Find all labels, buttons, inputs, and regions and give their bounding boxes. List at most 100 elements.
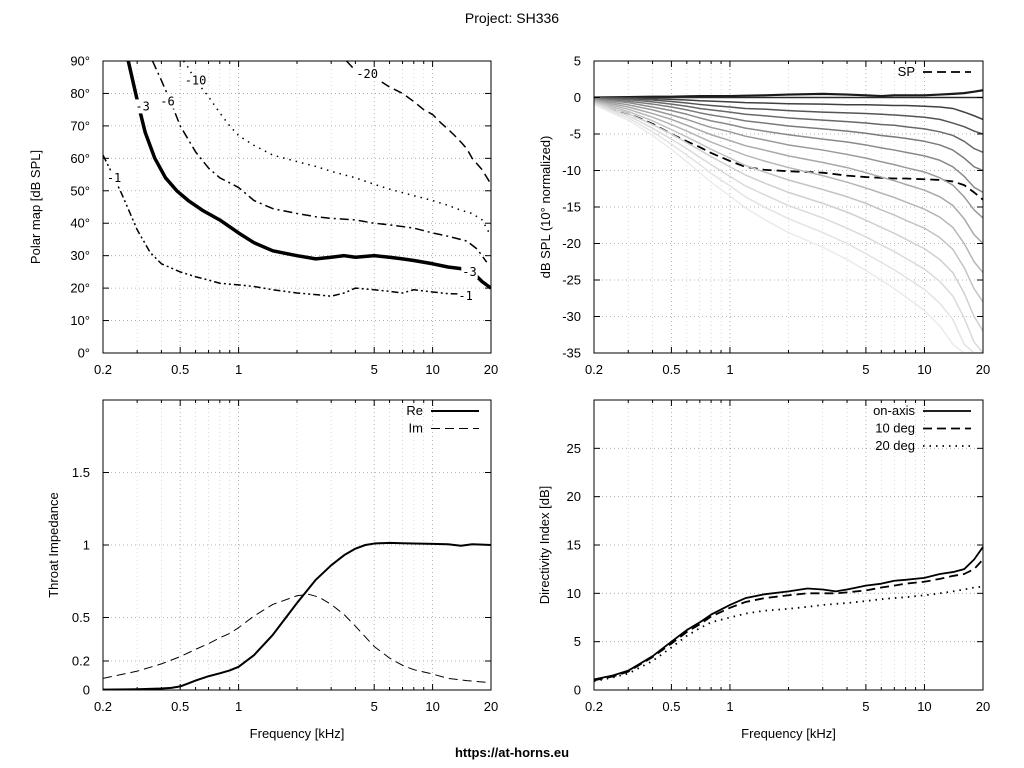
legend-label: 20 deg <box>875 438 915 453</box>
y-tick-label: 0.2 <box>72 654 90 669</box>
y-tick-label: -35 <box>562 346 581 361</box>
x-tick-label: 0.5 <box>171 699 189 714</box>
series-line-angle-9 <box>594 99 983 245</box>
x-tick-label: 0.2 <box>585 362 603 377</box>
y-tick-label: 60° <box>70 151 90 166</box>
x-tick-label: 0.2 <box>94 699 112 714</box>
y-tick-label: 40° <box>70 216 90 231</box>
y-tick-label: 0.5 <box>72 610 90 625</box>
y-tick-label: 1.5 <box>72 465 90 480</box>
y-tick-label: 80° <box>70 86 90 101</box>
y-tick-label: 1 <box>83 538 90 553</box>
contour-label-bg <box>183 73 208 88</box>
y-tick-label: 30° <box>70 248 90 263</box>
spl-normalized-panel: 0.2 0.5 1 5 10 20 5 0 -5 -10 -15 -20 -25 -30 -35 dB SPL… <box>538 54 990 378</box>
y-tick-label: -20 <box>562 236 581 251</box>
series-line-angle-1 <box>594 89 983 99</box>
y-tick-label: 0° <box>78 346 90 361</box>
y-axis-label: Throat Impedance <box>46 492 61 598</box>
series-line-angle-7 <box>594 98 983 194</box>
x-tick-label: 20 <box>976 362 990 377</box>
polar-map-panel: -1 -3 -6 -10 -20 -3 -1 0.2 0.5 1 5 10 20 0° 10° 20° 30° 4… <box>28 54 498 378</box>
contour-label: -1 <box>107 171 121 185</box>
y-axis-label: Polar map [dB SPL] <box>28 150 43 264</box>
series-line-angle-12 <box>594 101 983 332</box>
x-tick-label: 0.5 <box>171 362 189 377</box>
series-line-1 <box>103 154 473 297</box>
throat-impedance-panel: 0.2 0.5 1 5 10 20 0 0.2 0.5 1 1.5 Throat Impedance F… <box>46 399 498 741</box>
contour-label: -1 <box>458 289 472 303</box>
grid <box>594 400 983 690</box>
y-tick-label: 20 <box>567 489 581 504</box>
contour-label: -6 <box>160 95 174 109</box>
series-line-10-deg <box>594 558 983 682</box>
contour-label-bg <box>159 94 176 109</box>
series-line-angle-6 <box>594 97 983 172</box>
series-group <box>594 546 983 683</box>
y-axis-label: Directivity Index [dB] <box>537 486 552 605</box>
series-line-on-axis <box>594 546 983 681</box>
series-group <box>103 541 491 690</box>
contour-label-bg <box>461 264 478 279</box>
contour-label: -3 <box>462 265 476 279</box>
y-tick-label: 50° <box>70 183 90 198</box>
x-tick-label: 20 <box>484 362 498 377</box>
y-tick-label: 90° <box>70 54 90 69</box>
contour-label: -20 <box>356 67 378 81</box>
series-line-angle-11 <box>594 101 983 303</box>
y-tick-label: 70° <box>70 118 90 133</box>
x-tick-label: 20 <box>484 699 498 714</box>
series-line-angle-8 <box>594 98 983 219</box>
contour-label-bg <box>134 99 151 114</box>
series-line-im <box>103 593 491 684</box>
series-line-angle-4 <box>594 97 983 135</box>
grid <box>103 400 491 690</box>
y-axis-label: dB SPL (10° normalized) <box>538 136 553 279</box>
x-tick-label: 5 <box>371 362 378 377</box>
y-tick-label: 5 <box>574 54 581 69</box>
legend-label: Re <box>406 403 423 418</box>
axis-ticks: 0.2 0.5 1 5 10 20 0° 10° 20° 30° 40° 50° 60° 70° 80° 90… <box>70 54 498 378</box>
x-tick-label: 1 <box>235 699 242 714</box>
legend-label: on-axis <box>873 403 915 418</box>
x-tick-label: 5 <box>371 699 378 714</box>
x-tick-label: 10 <box>425 362 439 377</box>
x-tick-label: 0.5 <box>662 699 680 714</box>
x-tick-label: 10 <box>917 699 931 714</box>
x-tick-label: 10 <box>425 699 439 714</box>
x-tick-label: 0.2 <box>94 362 112 377</box>
contour-label: -10 <box>185 73 207 87</box>
legend-label: 10 deg <box>875 421 915 436</box>
contour-label-bg <box>105 170 123 185</box>
series-line-sp <box>594 102 983 201</box>
y-tick-label: 10° <box>70 313 90 328</box>
x-tick-label: 0.2 <box>585 699 603 714</box>
y-tick-label: -30 <box>562 309 581 324</box>
contour-label: -3 <box>135 99 149 113</box>
axis-ticks: 0.2 0.5 1 5 10 20 0 0.2 0.5 1 1.5 <box>72 400 498 714</box>
x-tick-label: 0.5 <box>662 362 680 377</box>
y-tick-label: 0 <box>574 90 581 105</box>
series-line-6 <box>151 61 488 263</box>
x-tick-label: 1 <box>235 362 242 377</box>
legend: on-axis 10 deg 20 deg <box>873 403 971 453</box>
x-tick-label: 1 <box>726 362 733 377</box>
y-tick-label: 15 <box>567 538 581 553</box>
legend: SP <box>898 64 971 79</box>
contour-label-bg <box>355 66 380 81</box>
y-tick-label: 0 <box>574 683 581 698</box>
x-axis-label: Frequency [kHz] <box>250 726 345 741</box>
series-line-angle-14 <box>594 103 983 353</box>
x-tick-label: 5 <box>862 699 869 714</box>
axis-ticks: 0.2 0.5 1 5 10 20 5 0 -5 -10 -15 -20 -25 -30 -35 <box>562 54 990 378</box>
series-line-angle-10 <box>594 100 983 274</box>
series-line-3 <box>126 61 491 290</box>
y-tick-label: 20° <box>70 281 90 296</box>
y-tick-label: -25 <box>562 273 581 288</box>
series-line-angle-13 <box>594 102 983 353</box>
legend: Re Im <box>406 403 479 436</box>
y-tick-label: -10 <box>562 163 581 178</box>
y-tick-label: -5 <box>569 127 581 142</box>
